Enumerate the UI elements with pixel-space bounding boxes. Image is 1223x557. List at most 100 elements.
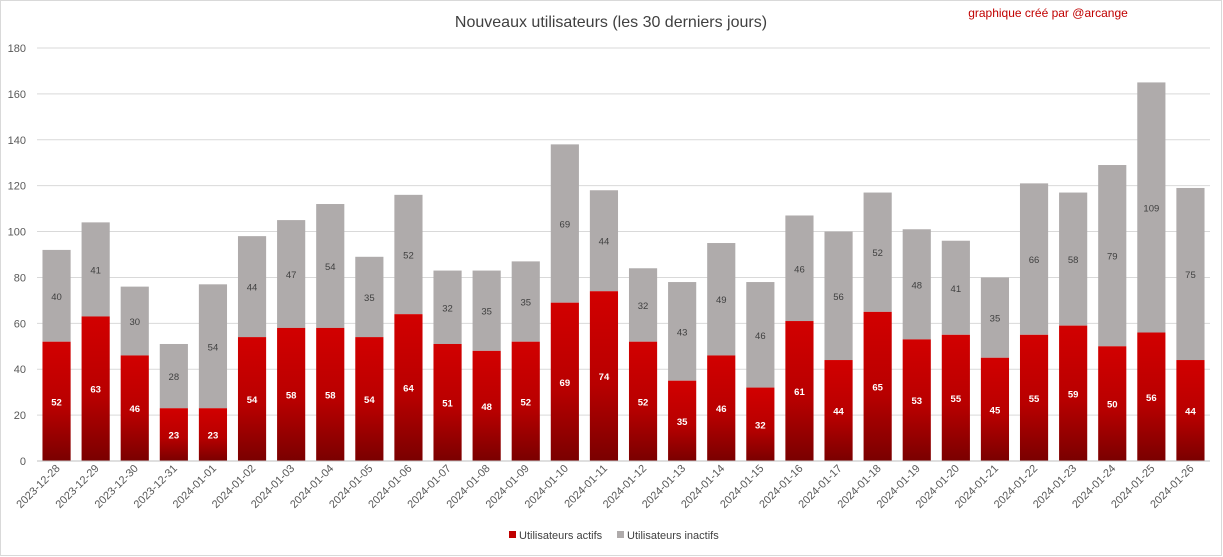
bar-active — [511, 341, 540, 461]
chart-credit: graphique créé par @arcange — [968, 6, 1128, 20]
data-label-inactive: 44 — [599, 237, 610, 248]
bar-active — [1059, 325, 1088, 461]
data-labels: 52 40 63 41 46 30 23 28 23 54 54 44 58 47 58 54 54 35 64 52… — [51, 203, 1196, 441]
legend-label-inactifs: Utilisateurs inactifs — [627, 530, 719, 542]
bar-active — [589, 291, 619, 461]
bar-inactive — [120, 286, 149, 356]
bar-active — [472, 350, 501, 461]
data-label-inactive: 58 — [1068, 255, 1079, 266]
bars — [42, 82, 1205, 461]
bar-inactive — [42, 249, 71, 342]
bar-inactive — [159, 343, 188, 409]
bar-active — [433, 343, 462, 461]
data-label-active: 52 — [638, 397, 649, 408]
data-label-active: 44 — [1185, 407, 1196, 418]
data-label-active: 52 — [51, 397, 62, 408]
data-label-active: 64 — [403, 384, 414, 395]
data-label-inactive: 66 — [1029, 255, 1040, 266]
data-label-active: 54 — [364, 395, 375, 406]
bar-inactive — [316, 204, 345, 328]
data-label-active: 52 — [520, 397, 531, 408]
data-label-inactive: 52 — [872, 248, 883, 259]
data-label-inactive: 54 — [325, 262, 336, 273]
data-label-active: 54 — [247, 395, 258, 406]
bar-inactive — [394, 194, 423, 315]
chart-title: Nouveaux utilisateurs (les 30 derniers j… — [455, 14, 767, 31]
data-label-active: 56 — [1146, 393, 1157, 404]
legend-swatch-actifs — [509, 531, 516, 538]
data-label-active: 58 — [325, 390, 336, 401]
grid-lines — [37, 47, 1210, 416]
bar-active — [550, 302, 579, 461]
bar-active — [863, 311, 892, 461]
bar-inactive — [1137, 82, 1166, 333]
bar-inactive — [746, 282, 775, 388]
data-label-inactive: 35 — [520, 298, 531, 309]
data-label-active: 55 — [1029, 394, 1040, 405]
data-label-inactive: 47 — [286, 270, 297, 281]
y-axis-ticks: 0 20 40 60 80 100 120 140 160 180 — [8, 43, 26, 468]
y-tick-label: 20 — [14, 410, 26, 422]
bar-inactive — [1019, 183, 1049, 335]
data-label-active: 46 — [129, 404, 140, 415]
data-label-active: 53 — [911, 396, 922, 407]
y-tick-label: 100 — [8, 227, 26, 239]
bar-inactive — [785, 215, 814, 322]
data-label-inactive: 79 — [1107, 252, 1118, 263]
bar-active — [277, 327, 306, 461]
bar-active — [1098, 346, 1127, 461]
legend: Utilisateurs actifs Utilisateurs inactif… — [509, 530, 719, 542]
bar-active — [159, 408, 188, 461]
bar-active — [668, 380, 697, 461]
bar-active — [824, 360, 853, 461]
bar-active — [42, 341, 71, 461]
bar-inactive — [707, 243, 736, 356]
y-tick-label: 40 — [14, 364, 26, 376]
bar-inactive — [941, 240, 970, 335]
bar-inactive — [1098, 165, 1127, 347]
bar-inactive — [863, 192, 892, 312]
y-tick-label: 0 — [20, 456, 26, 468]
bar-inactive — [198, 284, 228, 409]
data-label-active: 23 — [208, 431, 219, 442]
data-label-inactive: 46 — [794, 264, 805, 275]
bar-active — [746, 387, 775, 461]
bar-active — [941, 334, 970, 461]
data-label-inactive: 109 — [1143, 203, 1159, 214]
y-tick-label: 120 — [8, 181, 26, 193]
data-label-active: 23 — [169, 431, 180, 442]
bar-active — [237, 337, 267, 461]
data-label-active: 45 — [990, 405, 1001, 416]
y-tick-label: 160 — [8, 89, 26, 101]
bar-inactive — [668, 282, 697, 381]
y-tick-label: 140 — [8, 135, 26, 147]
bar-active — [902, 339, 931, 461]
data-label-active: 63 — [90, 385, 101, 396]
bar-active — [707, 355, 736, 461]
data-label-active: 55 — [951, 394, 962, 405]
bar-active — [394, 314, 423, 461]
bar-inactive — [472, 270, 501, 351]
data-label-inactive: 40 — [51, 292, 62, 303]
bar-inactive — [550, 144, 579, 303]
y-tick-label: 180 — [8, 43, 26, 55]
bar-active — [1137, 332, 1166, 461]
data-label-active: 59 — [1068, 389, 1079, 400]
bar-inactive — [277, 220, 306, 328]
data-label-inactive: 35 — [990, 314, 1001, 325]
data-label-inactive: 48 — [911, 280, 922, 291]
data-label-active: 50 — [1107, 400, 1118, 411]
bar-active — [198, 408, 228, 461]
data-label-active: 58 — [286, 390, 297, 401]
bar-inactive — [81, 222, 110, 317]
bar-active — [980, 357, 1010, 461]
data-label-inactive: 28 — [169, 372, 180, 383]
bar-inactive — [237, 236, 267, 338]
data-label-inactive: 54 — [208, 342, 219, 353]
legend-label-actifs: Utilisateurs actifs — [519, 530, 603, 542]
data-label-active: 48 — [481, 402, 492, 413]
data-label-active: 51 — [442, 398, 453, 409]
data-label-inactive: 35 — [364, 293, 375, 304]
bar-active — [120, 355, 149, 461]
